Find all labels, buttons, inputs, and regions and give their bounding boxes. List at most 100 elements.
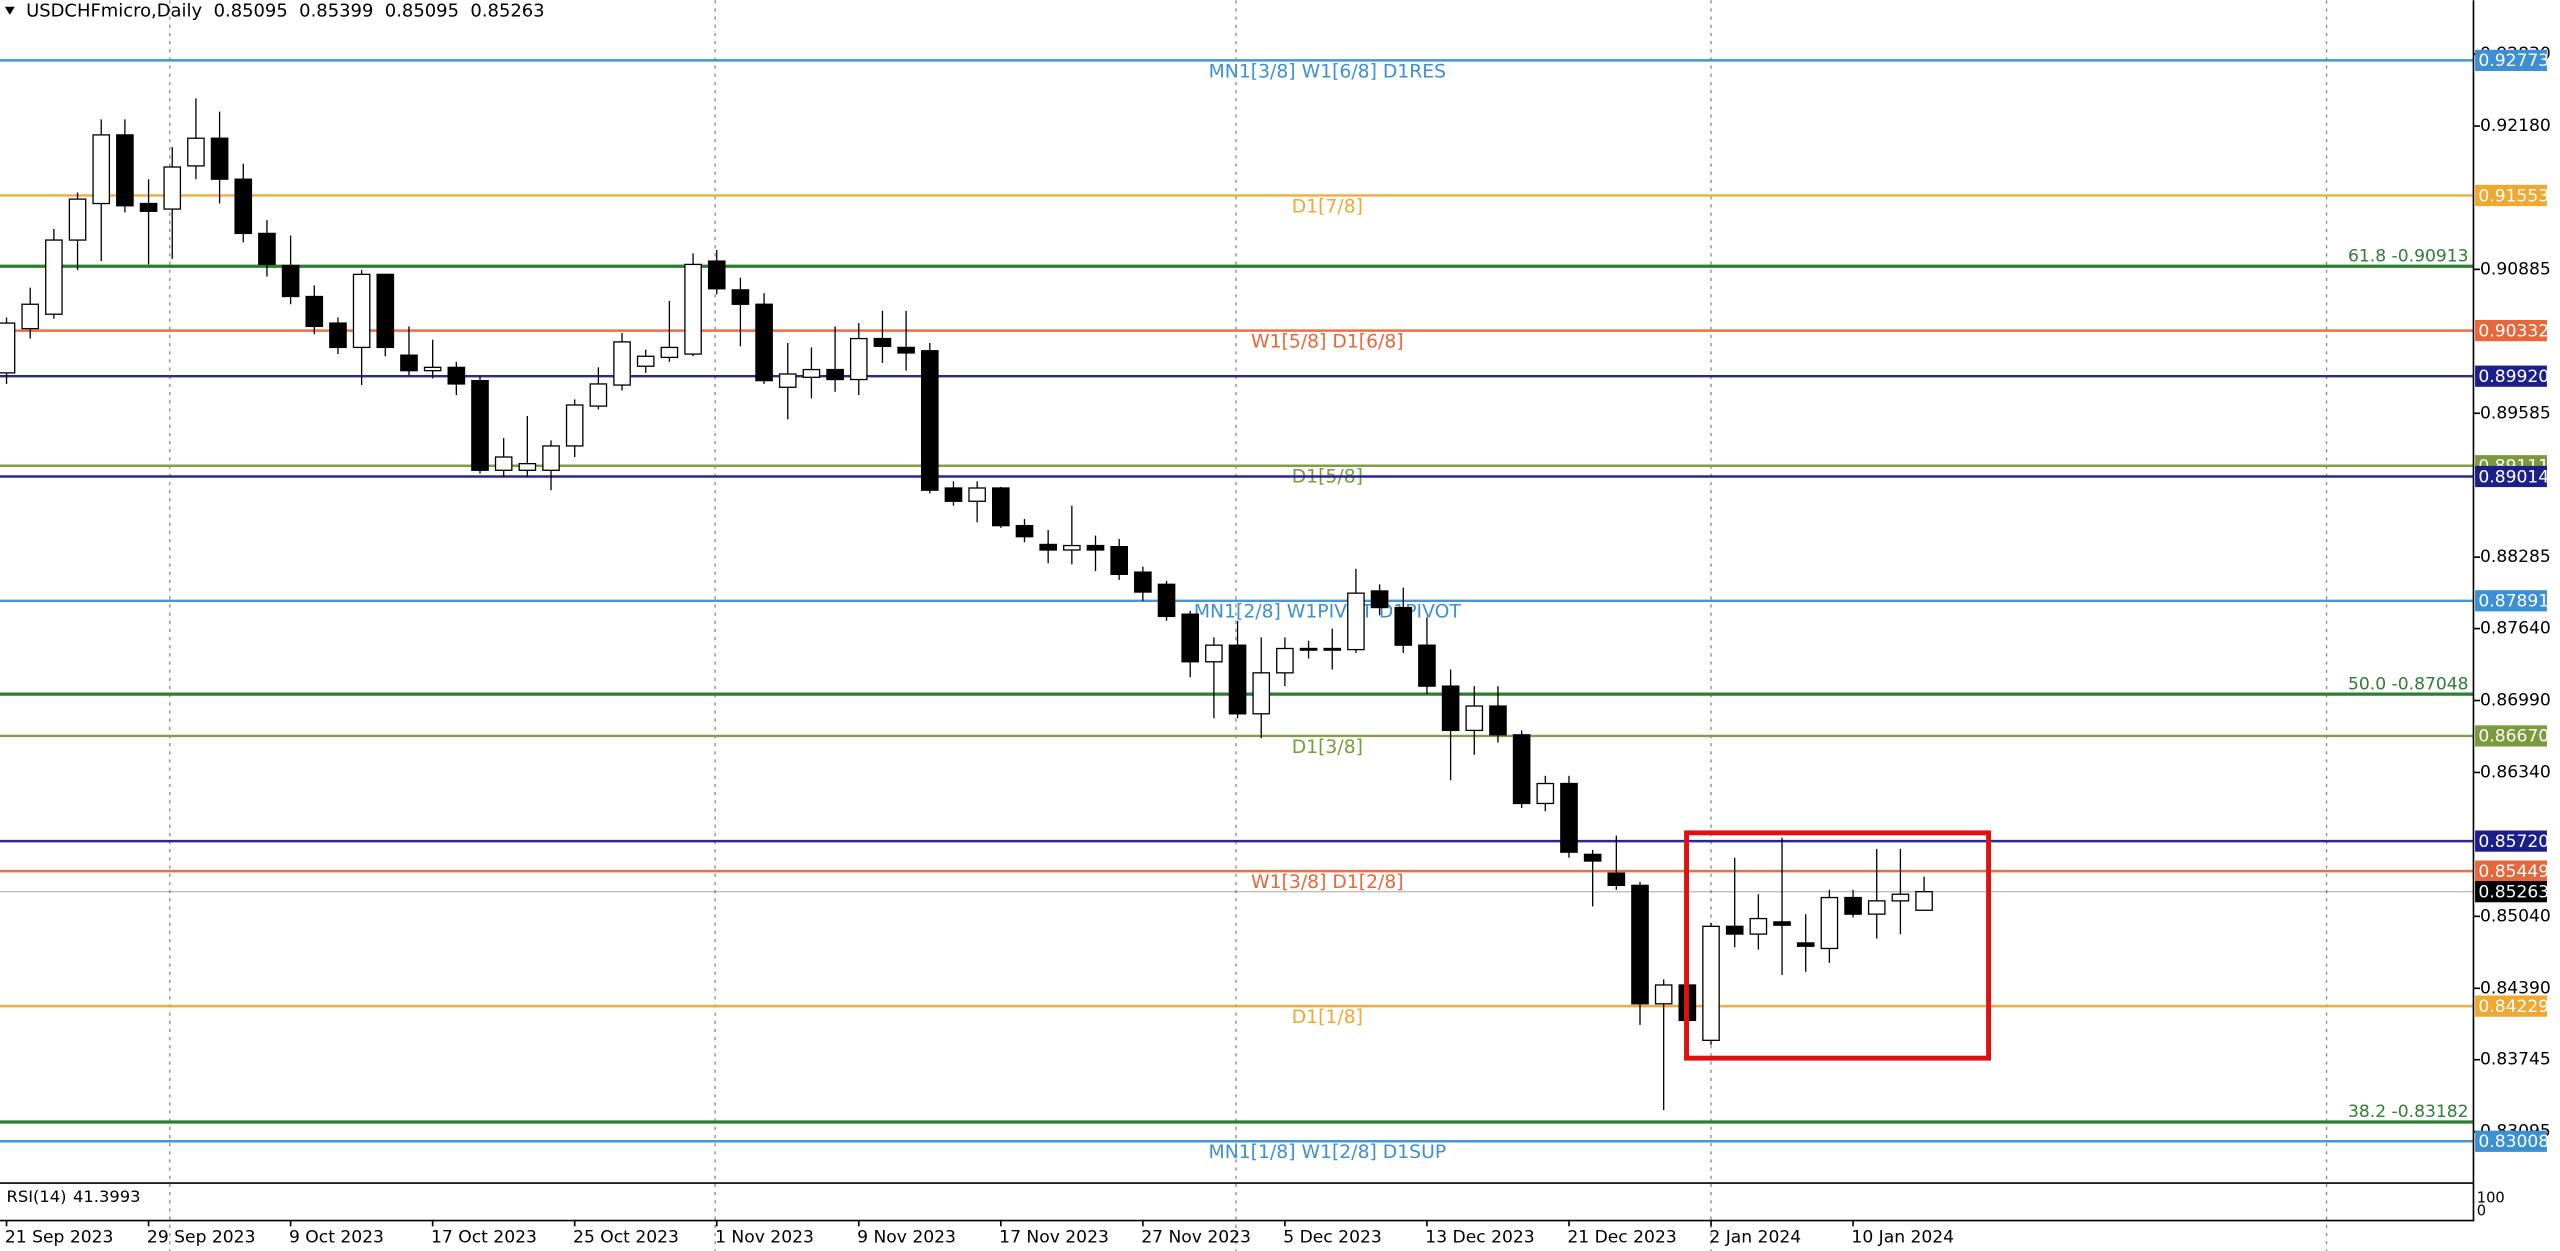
body <box>187 137 205 167</box>
ohlc-low: 0.85095 <box>385 1 459 22</box>
body <box>1370 590 1389 609</box>
highlight-box <box>1684 830 1992 1061</box>
y-tick-label: 0.86340 <box>2480 762 2551 782</box>
price-label-box <box>2475 465 2547 488</box>
body <box>1607 872 1626 887</box>
body <box>68 198 87 241</box>
body <box>1157 583 1176 618</box>
body <box>21 303 40 330</box>
price-label: 0.83008 <box>2478 1132 2549 1152</box>
level-text: D1[3/8] <box>1292 737 1363 758</box>
y-tick-label: 0.88285 <box>2480 547 2551 567</box>
body <box>1560 782 1578 853</box>
body <box>1489 705 1507 736</box>
x-tick-label: 10 Jan 2024 <box>1851 1228 1954 1248</box>
price-label: 0.86670 <box>2478 727 2549 747</box>
body <box>731 289 750 305</box>
x-tick-label: 29 Sep 2023 <box>147 1228 256 1248</box>
body <box>1086 544 1105 551</box>
fib-label: 61.8 -0.90913 <box>2348 246 2469 266</box>
price-label: 0.91553 <box>2478 186 2549 206</box>
body <box>542 445 560 471</box>
body <box>1134 571 1152 593</box>
price-label: 0.85263 <box>2478 882 2549 902</box>
level-text: W1[3/8] D1[2/8] <box>1251 872 1404 893</box>
body <box>755 303 773 382</box>
body <box>234 178 253 235</box>
price-label: 0.85449 <box>2478 862 2549 882</box>
fib-label: 38.2 -0.83182 <box>2348 1102 2469 1122</box>
body <box>163 166 182 210</box>
body <box>707 260 726 290</box>
body <box>281 264 300 298</box>
body <box>613 341 631 386</box>
rsi-label: RSI(14) 41.3993 <box>7 1186 141 1205</box>
body <box>684 263 702 355</box>
body <box>45 239 63 315</box>
price-label-box <box>2475 49 2547 72</box>
level-text: MN1[2/8] W1PIVOT D1PIVOT <box>1194 602 1462 623</box>
price-label-box <box>2475 860 2547 882</box>
level-text: MN1[1/8] W1[2/8] D1SUP <box>1209 1142 1447 1163</box>
price-label-box <box>2475 184 2547 207</box>
body <box>1465 705 1484 732</box>
body <box>1820 896 1839 950</box>
level-text: D1[1/8] <box>1292 1007 1363 1028</box>
x-tick-label: 21 Dec 2023 <box>1567 1228 1676 1248</box>
x-tick-label: 9 Oct 2023 <box>289 1228 384 1248</box>
price-label: 0.85720 <box>2478 832 2549 852</box>
body <box>1039 543 1057 551</box>
body <box>1181 613 1200 663</box>
x-tick-label: 17 Nov 2023 <box>999 1228 1109 1248</box>
menu-arrow[interactable] <box>4 6 15 15</box>
body <box>1228 644 1247 715</box>
body <box>1536 782 1555 805</box>
body <box>494 456 513 471</box>
body <box>802 368 821 378</box>
rsi-value: 41.3993 <box>73 1186 140 1205</box>
x-tick-label: 1 Nov 2023 <box>715 1228 814 1248</box>
x-tick-label: 21 Sep 2023 <box>5 1228 114 1248</box>
price-label-box <box>2475 590 2547 612</box>
body <box>1583 853 1602 862</box>
body <box>1654 984 1673 1005</box>
price-label: 0.90332 <box>2478 321 2549 341</box>
body <box>1110 546 1128 575</box>
x-tick-label: 25 Oct 2023 <box>573 1228 679 1248</box>
price-label-box <box>2475 995 2547 1017</box>
ohlc-high: 0.85399 <box>299 1 373 22</box>
body <box>1015 524 1034 538</box>
x-tick-label: 27 Nov 2023 <box>1141 1228 1251 1248</box>
body <box>849 337 868 381</box>
body <box>258 232 276 266</box>
body <box>589 383 608 407</box>
body <box>944 487 963 502</box>
body <box>1773 921 1791 926</box>
y-tick-label: 0.90885 <box>2480 259 2551 279</box>
price-label: 0.92773 <box>2478 51 2549 71</box>
levels: MN1[3/8] W1[6/8] D1RES D1[7/8] W1[5/8] D1[… <box>0 59 2474 1163</box>
body <box>139 202 158 212</box>
price-label-box <box>2475 1130 2547 1152</box>
body <box>210 137 229 180</box>
body <box>992 487 1010 527</box>
body <box>305 295 324 328</box>
body <box>1512 734 1531 805</box>
body <box>1844 896 1862 915</box>
rsi-tick-label: 0 <box>2477 1203 2486 1220</box>
body <box>518 462 537 471</box>
price-label-box <box>2475 881 2547 903</box>
price-label-box <box>2475 830 2547 852</box>
body <box>1867 900 1886 915</box>
x-tick-label: 9 Nov 2023 <box>857 1228 956 1248</box>
body <box>565 404 584 447</box>
body <box>376 273 395 349</box>
body <box>1276 647 1294 674</box>
price-label: 0.89920 <box>2478 367 2549 387</box>
body <box>92 134 111 205</box>
symbol: USDCHFmicro,Daily <box>26 1 202 22</box>
body <box>1891 893 1910 902</box>
